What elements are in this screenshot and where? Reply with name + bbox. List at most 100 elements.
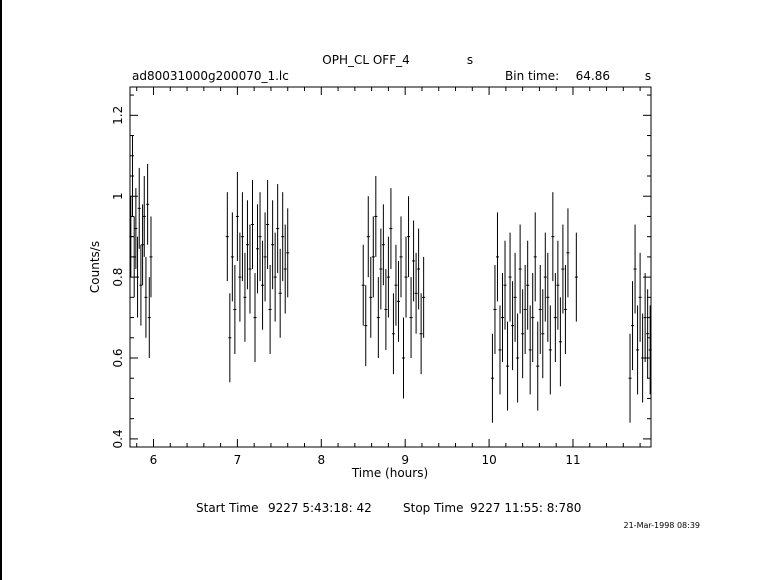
data-point bbox=[521, 289, 525, 379]
data-point bbox=[536, 321, 540, 411]
data-point bbox=[240, 192, 244, 282]
data-point bbox=[409, 277, 413, 359]
data-point bbox=[548, 305, 552, 395]
stop-time-label: Stop Time bbox=[403, 501, 463, 515]
data-point bbox=[526, 240, 530, 330]
data-point bbox=[250, 180, 254, 270]
data-point bbox=[394, 244, 398, 326]
data-point bbox=[136, 236, 140, 318]
data-point bbox=[245, 200, 249, 290]
data-point bbox=[506, 321, 510, 411]
x-axis-label: Time (hours) bbox=[351, 466, 428, 480]
data-point bbox=[498, 305, 502, 395]
data-point bbox=[233, 264, 237, 354]
data-point bbox=[648, 305, 652, 395]
data-point bbox=[384, 269, 388, 350]
data-point bbox=[366, 196, 370, 278]
y-tick-label: 0.4 bbox=[111, 429, 125, 448]
bin-time-unit: s bbox=[645, 69, 651, 83]
data-point bbox=[379, 228, 383, 310]
data-point bbox=[386, 236, 390, 318]
x-tick-label: 10 bbox=[481, 453, 496, 467]
bin-time-label: Bin time: bbox=[505, 69, 559, 83]
data-point bbox=[225, 192, 229, 282]
data-point bbox=[134, 188, 138, 270]
data-point bbox=[563, 264, 567, 354]
data-point bbox=[546, 252, 550, 342]
data-point bbox=[556, 240, 560, 330]
data-point bbox=[574, 232, 578, 322]
data-point bbox=[533, 212, 537, 302]
data-point bbox=[391, 293, 395, 375]
data-point bbox=[538, 264, 542, 354]
y-axis-label: Counts/s bbox=[88, 241, 102, 293]
plot-frame bbox=[129, 86, 652, 448]
data-point bbox=[566, 208, 570, 298]
data-point bbox=[256, 204, 260, 294]
data-point bbox=[230, 212, 234, 302]
data-point bbox=[371, 216, 375, 298]
data-point bbox=[543, 232, 547, 322]
y-tick-label: 1 bbox=[111, 192, 125, 200]
data-point bbox=[142, 175, 146, 257]
data-point bbox=[374, 175, 378, 257]
data-point bbox=[278, 248, 282, 338]
data-point bbox=[132, 216, 136, 298]
x-tick-label: 7 bbox=[234, 453, 242, 467]
data-point bbox=[407, 196, 411, 278]
data-point bbox=[361, 244, 365, 326]
bin-time-value: 64.86 bbox=[576, 69, 610, 83]
y-tick-label: 1.2 bbox=[111, 106, 125, 125]
data-point bbox=[364, 285, 368, 367]
data-point bbox=[628, 333, 632, 423]
data-point bbox=[273, 232, 277, 322]
x-tick-label: 11 bbox=[565, 453, 580, 467]
data-point bbox=[261, 240, 265, 330]
window-left-edge bbox=[0, 0, 2, 580]
data-point bbox=[146, 163, 150, 245]
start-time-value: 9227 5:43:18: 42 bbox=[268, 501, 372, 515]
data-point bbox=[243, 252, 247, 342]
data-point bbox=[638, 252, 642, 342]
data-point bbox=[558, 297, 562, 387]
data-point bbox=[396, 260, 400, 342]
data-point bbox=[495, 212, 499, 302]
data-point bbox=[493, 264, 497, 354]
data-point bbox=[490, 333, 494, 423]
data-point bbox=[404, 236, 408, 318]
data-point bbox=[551, 192, 555, 282]
data-point bbox=[641, 313, 645, 403]
data-point bbox=[412, 220, 416, 302]
data-point bbox=[381, 204, 385, 286]
data-point bbox=[501, 273, 505, 363]
data-point bbox=[633, 224, 637, 314]
data-point bbox=[141, 204, 145, 286]
data-point bbox=[553, 273, 557, 363]
data-point bbox=[263, 212, 267, 302]
data-point bbox=[643, 273, 647, 363]
data-point bbox=[281, 192, 285, 282]
y-tick-label: 0.8 bbox=[111, 268, 125, 287]
data-point bbox=[283, 224, 287, 314]
x-tick-label: 6 bbox=[150, 453, 158, 467]
data-point bbox=[531, 273, 535, 363]
data-point bbox=[422, 256, 426, 338]
data-point bbox=[631, 281, 635, 371]
data-point bbox=[235, 171, 239, 261]
data-point bbox=[511, 281, 515, 371]
data-point bbox=[149, 216, 153, 298]
file-name: ad80031000g200070_1.lc bbox=[132, 69, 289, 83]
data-point bbox=[144, 256, 148, 338]
x-tick-label: 9 bbox=[401, 453, 409, 467]
data-point bbox=[508, 232, 512, 322]
data-point bbox=[513, 252, 517, 342]
x-tick-label: 8 bbox=[317, 453, 325, 467]
data-point bbox=[528, 305, 532, 395]
data-point bbox=[636, 305, 640, 395]
data-point bbox=[137, 167, 141, 249]
data-point bbox=[389, 188, 393, 270]
data-point bbox=[417, 228, 421, 310]
chart-title-unit: s bbox=[467, 53, 473, 67]
data-point bbox=[561, 224, 565, 314]
